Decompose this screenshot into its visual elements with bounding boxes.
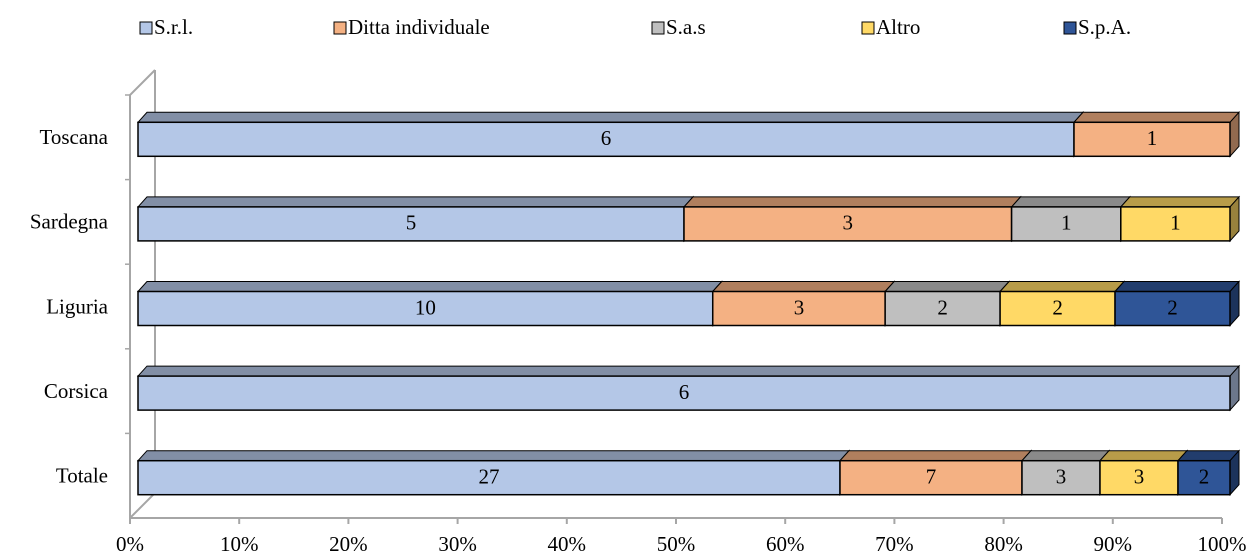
bar-top [1072,111,1241,123]
bar-top [1176,450,1241,462]
data-label: 2 [1167,295,1178,319]
y-tick-label: Toscana [40,125,109,149]
data-label: 1 [1061,211,1072,235]
legend-label: S.p.A. [1078,15,1131,39]
bar-top [682,196,1022,208]
bar-top [998,281,1126,292]
bar-top [884,281,1011,292]
data-label: 3 [843,211,854,235]
legend-label: Altro [876,15,920,39]
bar-top [136,450,851,462]
x-tick-label: 70% [875,532,914,556]
legend-label: Ditta individuale [348,15,490,39]
x-tick-label: 80% [984,532,1023,556]
bar [1021,459,1101,496]
bar [1010,206,1122,242]
bar [1120,206,1231,242]
bar-top [136,281,723,292]
data-label: 6 [679,380,690,404]
bar-top [711,281,896,292]
data-label: 27 [479,465,500,489]
bar-top [1020,450,1111,462]
data-label: 1 [1147,126,1158,150]
bar-top [136,111,1085,123]
legend-swatch [333,21,347,35]
bar [1073,121,1231,158]
bar [1114,290,1231,327]
x-tick-label: 40% [548,532,587,556]
data-label: 2 [1199,465,1210,489]
x-tick-label: 100% [1198,532,1247,556]
bar-top [1113,281,1241,292]
data-label: 5 [406,211,417,235]
legend-swatch [651,21,665,35]
bar-top [838,450,1033,462]
x-tick-label: 10% [220,532,259,556]
data-label: 10 [415,295,436,319]
x-tick-label: 50% [657,532,696,556]
bar [839,459,1023,496]
data-label: 7 [926,465,937,489]
bar [999,290,1116,327]
x-tick-label: 0% [116,532,144,556]
bar [137,375,1231,411]
bar [683,206,1013,242]
legend-label: S.a.s [666,15,706,39]
bar-top [1010,196,1131,208]
y-tick-label: Liguria [46,294,108,318]
data-label: 3 [794,295,805,319]
x-tick-label: 90% [1094,532,1133,556]
y-tick-label: Sardegna [30,210,109,234]
x-tick-label: 30% [438,532,477,556]
legend-label: S.r.l. [154,15,193,39]
data-label: 3 [1134,465,1145,489]
x-tick-label: 60% [766,532,805,556]
data-label: 2 [937,295,948,319]
bar [137,206,685,242]
bar-top [136,196,695,208]
legend-swatch [861,21,875,35]
bar-top [1119,196,1241,208]
data-label: 3 [1056,465,1067,489]
data-label: 2 [1052,295,1063,319]
bar-top [136,365,1241,377]
bar [137,459,841,496]
data-label: 1 [1170,211,1181,235]
y-tick-label: Totale [56,464,108,488]
y-tick-label: Corsica [44,379,109,403]
bar [1177,459,1231,496]
legend-swatch [139,21,153,35]
data-label: 6 [601,126,612,150]
bar [884,290,1001,327]
x-tick-label: 20% [329,532,368,556]
bar-top [1098,450,1189,462]
legend-swatch [1063,21,1077,35]
